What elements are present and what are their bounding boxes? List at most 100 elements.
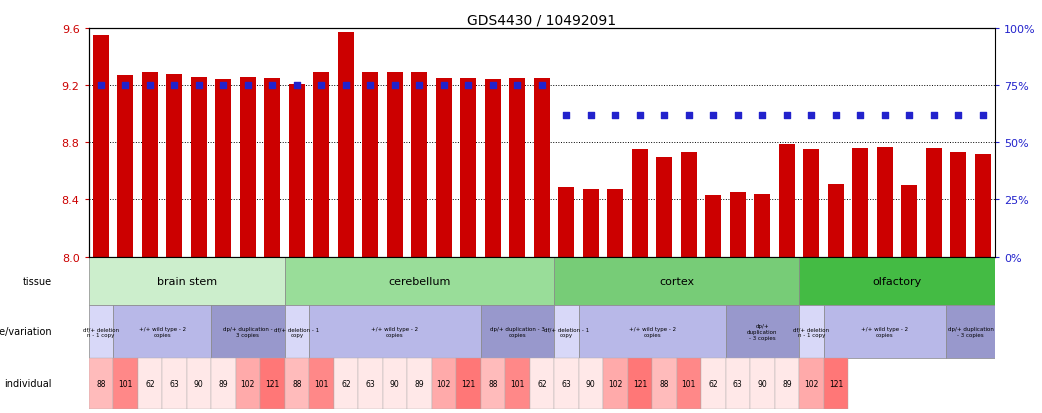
Bar [799, 305, 823, 358]
Bar [627, 358, 652, 409]
Point [778, 112, 795, 119]
Text: 90: 90 [758, 379, 767, 388]
Text: tissue: tissue [23, 276, 52, 286]
Text: brain stem: brain stem [156, 276, 217, 286]
Bar [975, 154, 991, 257]
Bar [656, 157, 672, 257]
Point [485, 83, 501, 89]
Point [313, 83, 329, 89]
Text: 89: 89 [783, 379, 792, 388]
Point [436, 83, 452, 89]
Bar [480, 305, 554, 358]
Text: 62: 62 [709, 379, 718, 388]
Text: df/+ deletion - 1
copy: df/+ deletion - 1 copy [274, 326, 320, 337]
Text: 88: 88 [660, 379, 669, 388]
Text: 102: 102 [609, 379, 622, 388]
Bar [309, 358, 333, 409]
Bar [631, 150, 648, 257]
Bar [89, 305, 114, 358]
Bar [265, 79, 280, 257]
Point [803, 112, 820, 119]
Bar [950, 153, 966, 257]
Bar [333, 358, 358, 409]
Bar [289, 85, 305, 257]
Bar [705, 196, 721, 257]
Text: 102: 102 [437, 379, 451, 388]
Bar [559, 187, 574, 257]
Text: 90: 90 [194, 379, 203, 388]
Point [362, 83, 378, 89]
Bar [163, 358, 187, 409]
Bar [582, 190, 599, 257]
Text: cortex: cortex [659, 276, 694, 286]
Bar [142, 73, 157, 257]
Bar [750, 358, 774, 409]
Point [240, 83, 256, 89]
Bar [212, 358, 235, 409]
Point [191, 83, 207, 89]
Text: 88: 88 [488, 379, 498, 388]
Text: 121: 121 [828, 379, 843, 388]
Bar [436, 79, 452, 257]
Point [508, 83, 525, 89]
Text: 62: 62 [537, 379, 547, 388]
Point [950, 112, 967, 119]
Bar [138, 358, 163, 409]
Point [338, 83, 354, 89]
Bar [529, 358, 554, 409]
Point [631, 112, 648, 119]
Point [852, 112, 869, 119]
Bar [118, 76, 133, 257]
Bar [461, 79, 476, 257]
Bar [823, 305, 946, 358]
Text: 121: 121 [632, 379, 647, 388]
Text: +/+ wild type - 2
copies: +/+ wild type - 2 copies [139, 326, 185, 337]
Text: 121: 121 [462, 379, 475, 388]
Text: +/+ wild type - 2
copies: +/+ wild type - 2 copies [862, 326, 909, 337]
Point [559, 112, 575, 119]
Text: 62: 62 [341, 379, 351, 388]
Text: 90: 90 [390, 379, 400, 388]
Bar [578, 358, 603, 409]
Bar [799, 257, 995, 305]
Bar [191, 77, 206, 257]
Text: 63: 63 [366, 379, 375, 388]
Text: olfactory: olfactory [872, 276, 922, 286]
Bar [89, 257, 284, 305]
Bar [946, 305, 995, 358]
Text: dp/+ duplication -
3 copies: dp/+ duplication - 3 copies [223, 326, 273, 337]
Bar [725, 305, 799, 358]
Text: 89: 89 [415, 379, 424, 388]
Text: +/+ wild type - 2
copies: +/+ wild type - 2 copies [628, 326, 675, 337]
Bar [260, 358, 284, 409]
Text: 102: 102 [804, 379, 819, 388]
Text: 102: 102 [241, 379, 255, 388]
Bar [803, 150, 819, 257]
Bar [89, 358, 114, 409]
Text: 62: 62 [145, 379, 154, 388]
Point [680, 112, 697, 119]
Point [117, 83, 133, 89]
Text: 63: 63 [562, 379, 571, 388]
Point [876, 112, 893, 119]
Text: 88: 88 [292, 379, 301, 388]
Bar [485, 80, 501, 257]
Text: 101: 101 [314, 379, 328, 388]
Point [142, 83, 158, 89]
Bar [534, 79, 550, 257]
Bar [554, 358, 578, 409]
Point [705, 112, 722, 119]
Bar [284, 257, 554, 305]
Text: +/+ wild type - 2
copies: +/+ wild type - 2 copies [371, 326, 419, 337]
Bar [774, 358, 799, 409]
Point [460, 83, 476, 89]
Bar [187, 358, 212, 409]
Bar [212, 305, 284, 358]
Point [215, 83, 231, 89]
Bar [216, 80, 231, 257]
Bar [828, 184, 844, 257]
Point [534, 83, 550, 89]
Bar [284, 358, 309, 409]
Text: cerebellum: cerebellum [389, 276, 450, 286]
Bar [387, 73, 403, 257]
